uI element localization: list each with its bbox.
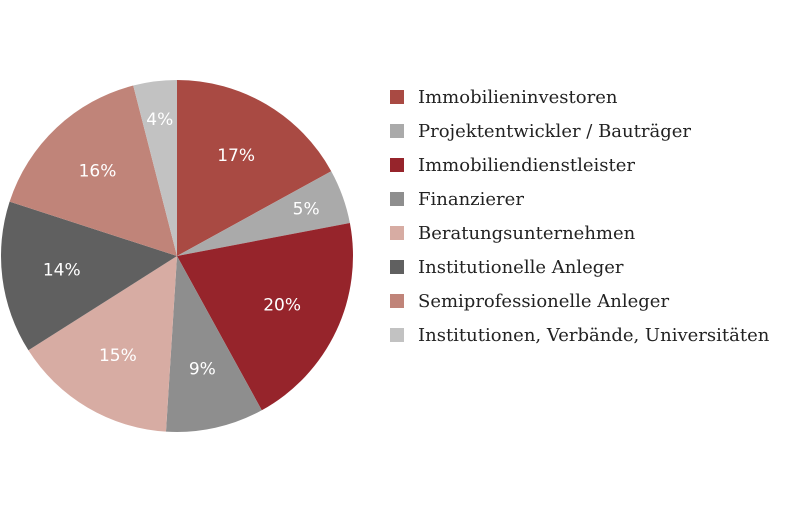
- legend-label: Institutionen, Verbände, Universitäten: [418, 324, 770, 346]
- legend-item-immobilieninvestoren: Immobilieninvestoren: [390, 80, 769, 114]
- slice-label-projektentwickler-bautraeger: 5%: [293, 199, 320, 219]
- legend-item-semiprofessionelle-anleger: Semiprofessionelle Anleger: [390, 284, 769, 318]
- pie-slice-beratungsunternehmen: [28, 256, 177, 432]
- legend-swatch: [390, 124, 404, 138]
- legend-item-finanzierer: Finanzierer: [390, 182, 769, 216]
- slice-label-beratungsunternehmen: 15%: [99, 346, 137, 366]
- legend-label: Beratungsunternehmen: [418, 222, 636, 244]
- slice-label-institutionelle-anleger: 14%: [43, 261, 81, 281]
- legend-item-institutionelle-anleger: Institutionelle Anleger: [390, 250, 769, 284]
- legend-item-institutionen-verbaende-universitaeten: Institutionen, Verbände, Universitäten: [390, 318, 769, 352]
- legend-label: Immobilieninvestoren: [418, 86, 618, 108]
- legend-label: Finanzierer: [418, 188, 524, 210]
- pie-slice-finanzierer: [165, 256, 262, 432]
- legend-label: Institutionelle Anleger: [418, 256, 624, 278]
- legend-label: Immobiliendienstleister: [418, 154, 636, 176]
- pie-slice-immobilieninvestoren: [177, 80, 332, 256]
- legend-swatch: [390, 294, 404, 308]
- legend-label: Semiprofessionelle Anleger: [418, 290, 670, 312]
- legend-item-immobiliendienstleister: Immobiliendienstleister: [390, 148, 769, 182]
- pie-slice-immobiliendienstleister: [177, 223, 353, 411]
- legend-swatch: [390, 260, 404, 274]
- slice-label-semiprofessionelle-anleger: 16%: [79, 161, 117, 181]
- legend: Immobilieninvestoren Projektentwickler / …: [390, 80, 769, 352]
- slice-label-immobiliendienstleister: 20%: [263, 295, 301, 315]
- legend-swatch: [390, 158, 404, 172]
- slice-label-finanzierer: 9%: [189, 359, 216, 379]
- legend-swatch: [390, 192, 404, 206]
- legend-label: Projektentwickler / Bauträger: [418, 120, 691, 142]
- legend-swatch: [390, 90, 404, 104]
- pie-slice-institutionen-verbaende-universitaeten: [133, 80, 177, 256]
- legend-item-projektentwickler-bautraeger: Projektentwickler / Bauträger: [390, 114, 769, 148]
- legend-item-beratungsunternehmen: Beratungsunternehmen: [390, 216, 769, 250]
- pie-slice-semiprofessionelle-anleger: [9, 85, 177, 257]
- legend-swatch: [390, 226, 404, 240]
- pie-chart-svg: 17% 5% 20% 9% 15% 14% 16% 4%: [0, 80, 353, 432]
- pie-slice-institutionelle-anleger: [0, 201, 178, 351]
- pie-slice-projektentwickler-bautraeger: [177, 171, 350, 256]
- legend-swatch: [390, 328, 404, 342]
- slice-label-immobilieninvestoren: 17%: [217, 146, 255, 166]
- slice-label-institutionen-verbaende-universitaeten: 4%: [146, 110, 173, 130]
